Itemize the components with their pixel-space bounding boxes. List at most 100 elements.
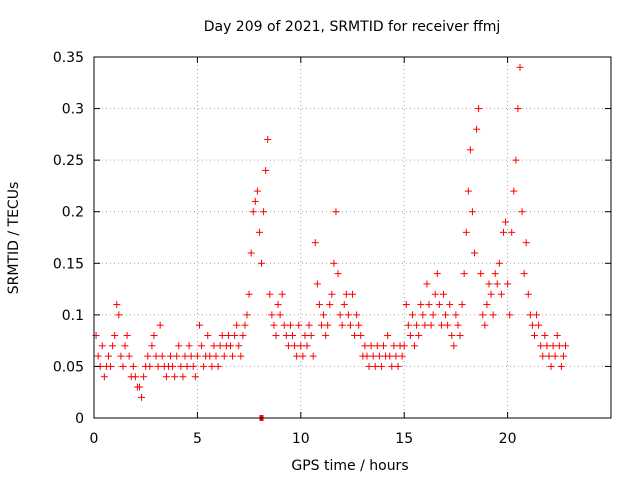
- data-point: [468, 208, 476, 216]
- data-point: [255, 228, 263, 236]
- data-point: [479, 311, 487, 319]
- data-point: [411, 342, 419, 350]
- data-point: [555, 342, 563, 350]
- data-point: [450, 342, 458, 350]
- data-point: [264, 136, 272, 144]
- data-point: [495, 259, 503, 267]
- data-point: [187, 352, 195, 360]
- data-point: [218, 331, 226, 339]
- data-point: [518, 208, 526, 216]
- data-point: [94, 352, 102, 360]
- data-point: [349, 290, 356, 298]
- data-point: [260, 208, 268, 216]
- data-point: [404, 321, 412, 329]
- data-point: [353, 311, 361, 319]
- data-point: [185, 342, 193, 350]
- data-point: [394, 362, 402, 370]
- data-point: [247, 249, 255, 257]
- data-point: [377, 362, 385, 370]
- data-point: [334, 270, 342, 278]
- data-point: [245, 290, 253, 298]
- data-point: [537, 342, 545, 350]
- data-point: [367, 342, 375, 350]
- data-point: [533, 311, 541, 319]
- data-point: [437, 321, 445, 329]
- data-point: [140, 373, 148, 381]
- x-tick-label: 10: [292, 431, 310, 447]
- data-point: [328, 290, 336, 298]
- data-point: [371, 362, 379, 370]
- data-point: [291, 342, 299, 350]
- data-point: [115, 311, 123, 319]
- data-point: [351, 331, 359, 339]
- data-point: [235, 342, 243, 350]
- data-point: [278, 290, 286, 298]
- data-point: [175, 342, 183, 350]
- data-point: [369, 352, 377, 360]
- data-point: [131, 373, 139, 381]
- data-point: [177, 362, 185, 370]
- data-point: [402, 301, 410, 309]
- data-point: [487, 290, 495, 298]
- data-point: [121, 342, 129, 350]
- data-point: [423, 280, 431, 288]
- data-point: [208, 362, 216, 370]
- data-point: [458, 301, 466, 309]
- data-point: [104, 352, 112, 360]
- data-point: [272, 331, 280, 339]
- data-point: [477, 270, 485, 278]
- data-point: [293, 352, 301, 360]
- data-point: [483, 301, 491, 309]
- plot-frame: [93, 56, 612, 419]
- data-point: [462, 228, 470, 236]
- data-point: [320, 311, 328, 319]
- data-point: [144, 352, 152, 360]
- tick-labels: 0 5 10 15 20 0 0.05 0.1 0.15 0.2 0.25 0.3 0.35: [53, 50, 517, 447]
- y-tick-label: 0: [75, 411, 84, 427]
- data-point: [506, 311, 514, 319]
- data-point: [535, 321, 543, 329]
- data-point: [100, 373, 108, 381]
- data-point: [365, 362, 373, 370]
- data-point: [557, 362, 565, 370]
- data-point: [311, 239, 319, 247]
- data-point: [539, 352, 547, 360]
- data-point: [344, 311, 352, 319]
- data-point: [392, 352, 400, 360]
- data-point: [154, 362, 162, 370]
- data-point: [243, 311, 251, 319]
- data-point: [262, 166, 270, 174]
- data-point: [547, 362, 555, 370]
- data-point: [361, 342, 369, 350]
- data-point: [346, 321, 354, 329]
- data-point: [169, 362, 177, 370]
- data-point: [249, 208, 257, 216]
- x-tick-label: 0: [90, 431, 99, 447]
- data-point: [493, 280, 501, 288]
- data-point: [562, 342, 570, 350]
- data-point: [530, 331, 538, 339]
- data-point: [442, 311, 450, 319]
- data-point: [152, 352, 160, 360]
- data-point: [466, 146, 474, 154]
- data-point: [433, 270, 441, 278]
- x-axis-label: GPS time / hours: [291, 458, 408, 474]
- data-point: [229, 352, 237, 360]
- data-point: [171, 373, 179, 381]
- data-point: [508, 228, 516, 236]
- data-point: [200, 362, 208, 370]
- data-point: [330, 259, 338, 267]
- data-point: [158, 352, 166, 360]
- data-point: [119, 362, 127, 370]
- data-point: [270, 321, 278, 329]
- data-point: [485, 280, 493, 288]
- data-point: [400, 342, 408, 350]
- data-point: [439, 290, 447, 298]
- data-point: [551, 352, 559, 360]
- data-point: [380, 342, 388, 350]
- data-point: [510, 187, 518, 195]
- data-point: [231, 331, 239, 339]
- data-point: [266, 290, 274, 298]
- data-point: [239, 331, 247, 339]
